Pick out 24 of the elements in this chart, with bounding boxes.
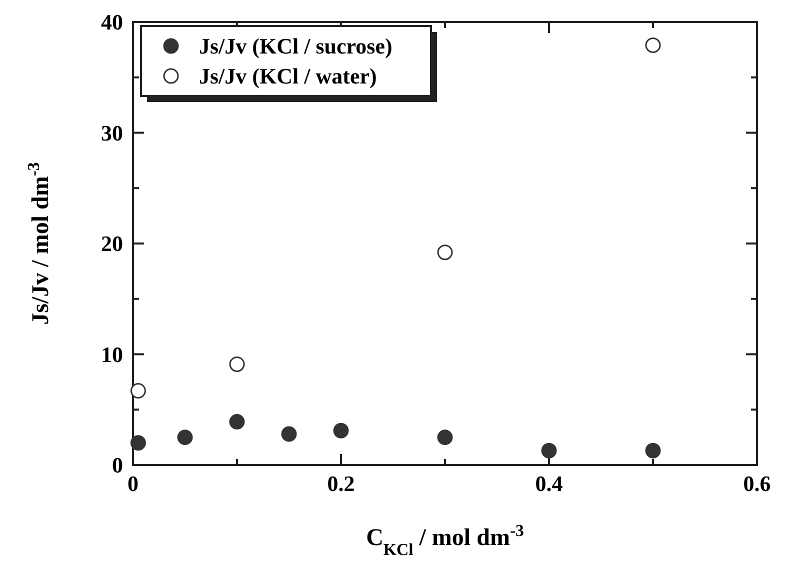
point xyxy=(130,435,146,451)
point xyxy=(281,426,297,442)
x-tick-label: 0 xyxy=(128,471,138,496)
x-tick-label: 0.6 xyxy=(743,471,771,496)
x-tick-label: 0.4 xyxy=(535,471,563,496)
point xyxy=(645,442,661,458)
point xyxy=(437,430,453,446)
legend-label: Js/Jv (KCl / sucrose) xyxy=(199,34,392,59)
y-tick-label: 10 xyxy=(101,342,123,367)
point xyxy=(437,244,453,260)
point xyxy=(177,430,193,446)
y-tick-label: 20 xyxy=(101,231,123,256)
point xyxy=(229,414,245,430)
legend-label: Js/Jv (KCl / water) xyxy=(199,64,377,89)
point xyxy=(333,422,349,438)
point xyxy=(229,356,245,372)
point xyxy=(541,442,557,458)
y-tick-label: 0 xyxy=(112,452,123,478)
y-tick-label: 40 xyxy=(101,10,123,35)
x-tick-label: 0.2 xyxy=(327,471,355,496)
y-tick-label: 30 xyxy=(101,120,123,146)
point xyxy=(130,383,146,399)
point xyxy=(645,38,661,54)
x-axis-title: C$_{KCl}$ / mol dm$^{-3}$ xyxy=(366,520,524,558)
